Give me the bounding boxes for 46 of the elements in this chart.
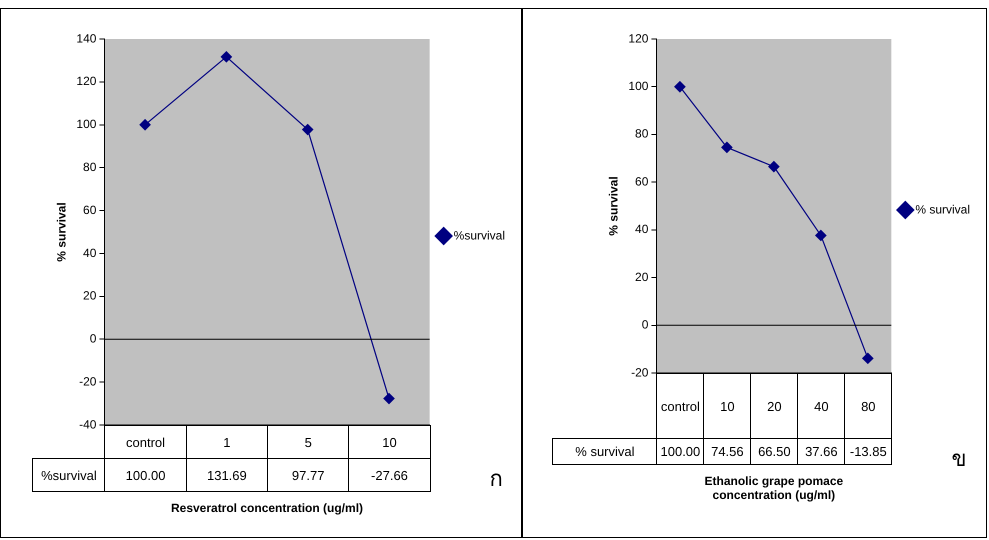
- y-tick-label: 0: [90, 332, 97, 346]
- text: ข: [951, 446, 966, 474]
- data-label: 97.77: [267, 458, 350, 492]
- y-tick-label: 60: [83, 202, 97, 217]
- y-tick-label: 100: [76, 117, 97, 132]
- data-label: -27.66: [348, 458, 431, 492]
- y-tick-label: 120: [76, 74, 97, 88]
- y-axis-title: % survival: [54, 202, 69, 262]
- y-tick-label: 20: [635, 270, 649, 284]
- data-label: -13.85: [844, 438, 892, 465]
- x-axis-title: Resveratrol concentration (ug/ml): [170, 501, 364, 515]
- y-tick-label: 40: [83, 246, 97, 260]
- y-tick-label: 20: [83, 288, 97, 303]
- x-tick-label: 10: [348, 425, 431, 459]
- data-label: 66.50: [750, 438, 798, 465]
- x-tick-label: 20: [750, 373, 798, 439]
- y-tick-label: 0: [642, 318, 649, 332]
- text: %survival: [41, 468, 97, 482]
- data-label: 37.66: [797, 438, 846, 465]
- text: ก: [490, 466, 503, 494]
- y-tick-label: -20: [631, 365, 649, 380]
- x-tick-label: 1: [186, 425, 268, 459]
- y-tick-label: -20: [79, 374, 97, 388]
- y-tick-label: 120: [628, 31, 649, 46]
- y-tick-label: 60: [635, 174, 649, 188]
- data-label: 131.69: [186, 458, 268, 492]
- y-axis-title: % survival: [606, 176, 621, 236]
- x-tick-label: 40: [797, 373, 846, 439]
- data-label: 100.00: [104, 458, 187, 492]
- x-tick-label: 80: [844, 373, 892, 439]
- legend-label: %survival: [454, 228, 506, 242]
- x-axis-title: Ethanolic grape pomace concentration (ug/ml): [704, 474, 844, 502]
- x-tick-label: 10: [703, 373, 752, 439]
- data-label: 74.56: [703, 438, 752, 465]
- data-label: 100.00: [656, 438, 704, 465]
- y-tick-label: 80: [83, 160, 97, 174]
- y-tick-label: -40: [79, 417, 97, 432]
- text: % survival: [575, 444, 635, 459]
- x-tick-label: control: [104, 425, 187, 459]
- y-tick-label: 80: [635, 126, 649, 141]
- y-tick-label: 140: [76, 31, 97, 46]
- x-tick-label: 5: [267, 425, 350, 459]
- x-tick-label: control: [656, 373, 704, 439]
- y-tick-label: 40: [635, 222, 649, 236]
- y-tick-label: 100: [628, 79, 649, 94]
- legend-label: % survival: [915, 202, 970, 216]
